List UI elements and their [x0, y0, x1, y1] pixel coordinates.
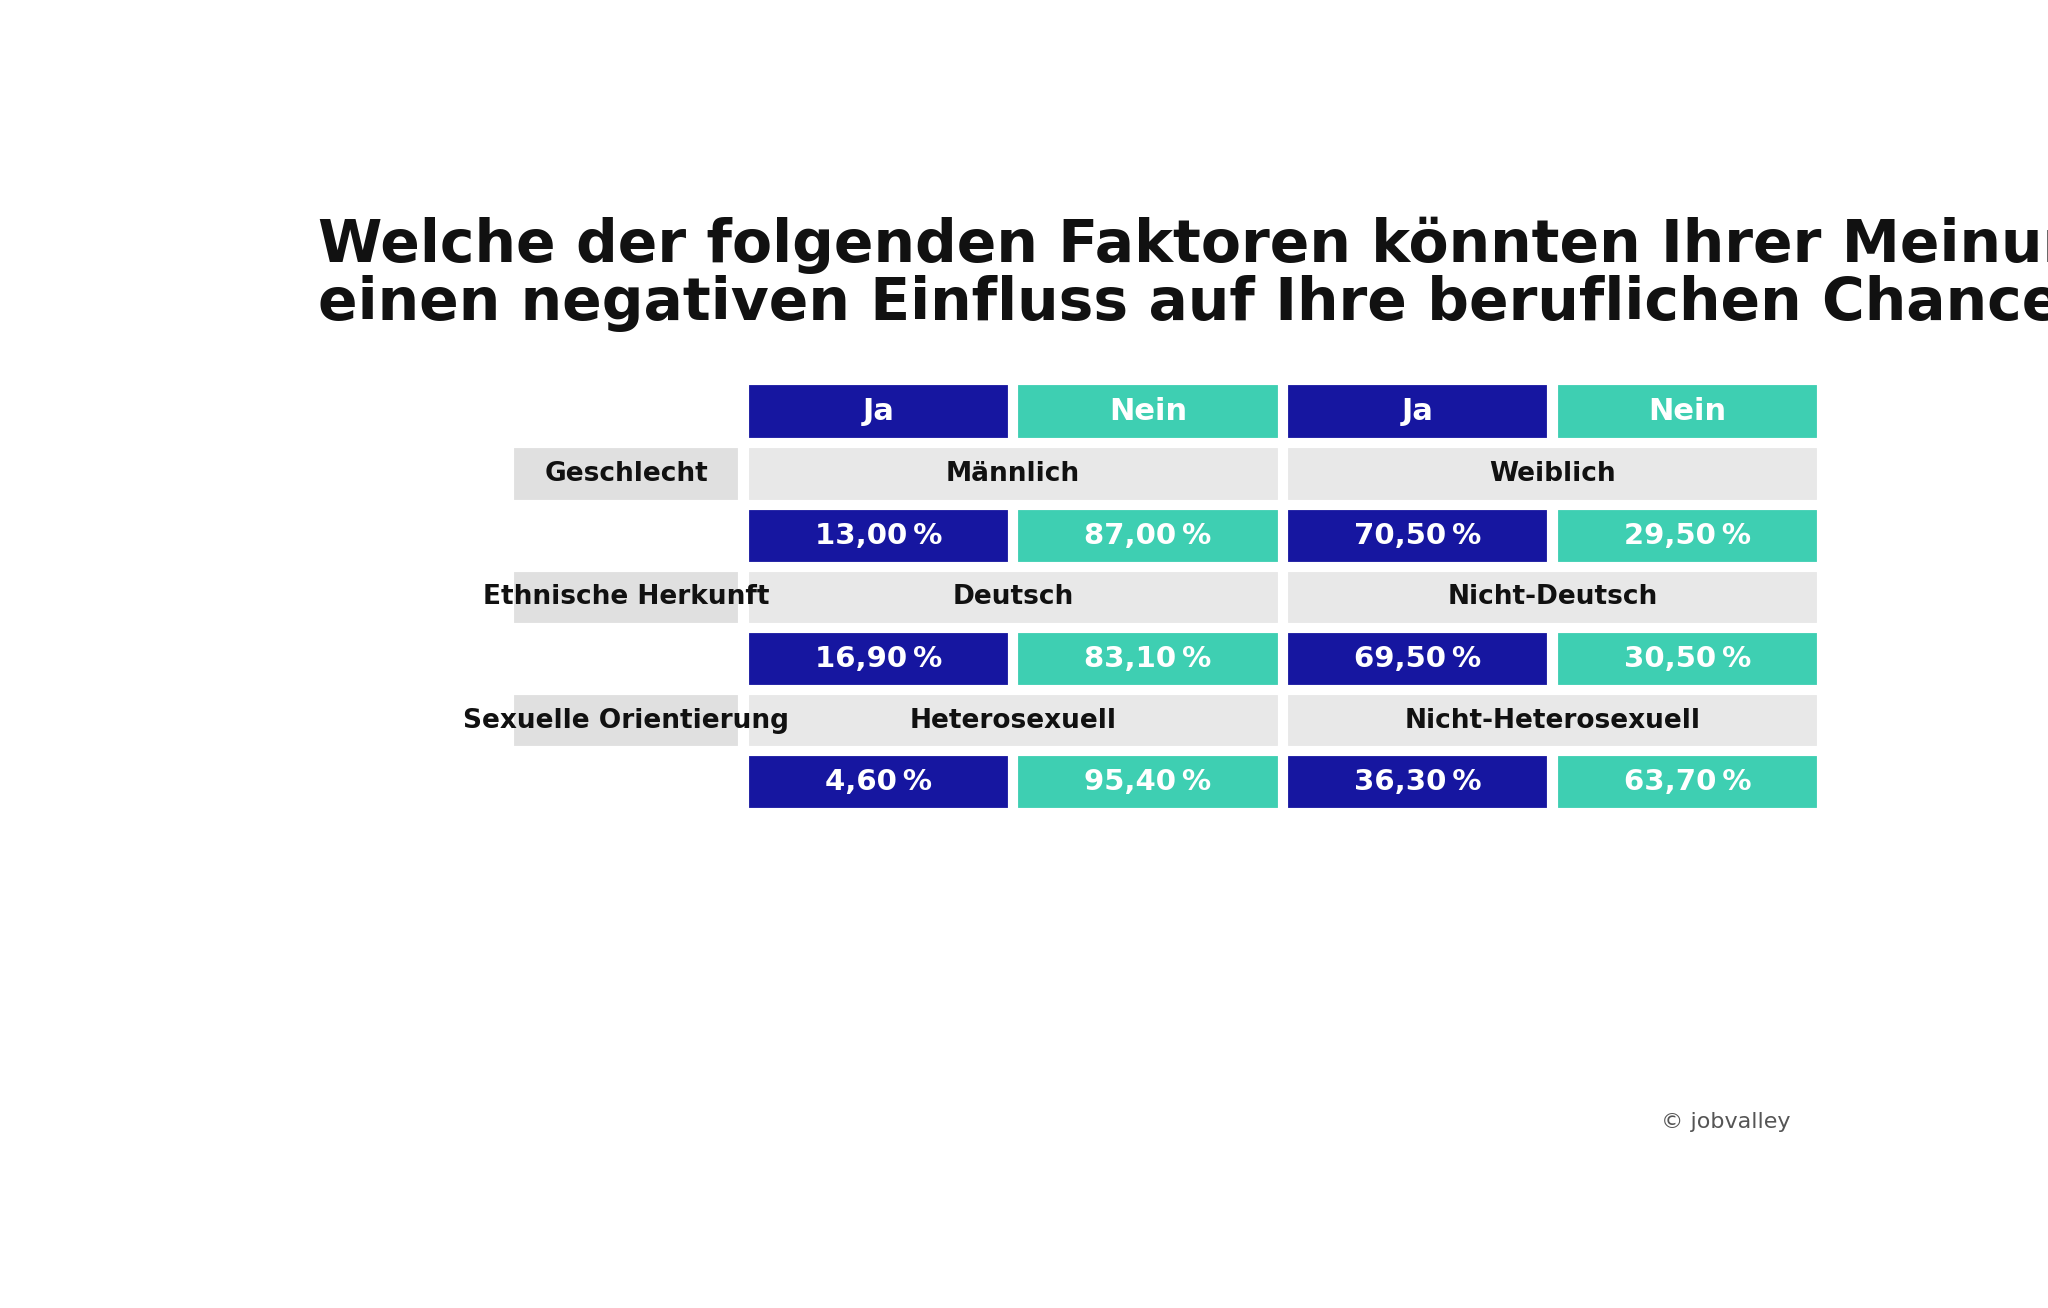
Text: Nicht-Heterosexuell: Nicht-Heterosexuell: [1405, 708, 1700, 734]
FancyBboxPatch shape: [1016, 508, 1280, 564]
FancyBboxPatch shape: [1286, 508, 1550, 564]
FancyBboxPatch shape: [1286, 446, 1819, 502]
FancyBboxPatch shape: [748, 755, 1010, 810]
Text: Ja: Ja: [862, 396, 895, 426]
FancyBboxPatch shape: [748, 508, 1010, 564]
Text: Heterosexuell: Heterosexuell: [909, 708, 1116, 734]
Text: © jobvalley: © jobvalley: [1661, 1112, 1790, 1131]
Text: 29,50 %: 29,50 %: [1624, 522, 1751, 549]
FancyBboxPatch shape: [1556, 508, 1819, 564]
FancyBboxPatch shape: [1556, 755, 1819, 810]
FancyBboxPatch shape: [1286, 382, 1550, 441]
Text: Ja: Ja: [1401, 396, 1434, 426]
Text: 13,00 %: 13,00 %: [815, 522, 942, 549]
Text: 4,60 %: 4,60 %: [825, 768, 932, 797]
FancyBboxPatch shape: [748, 446, 1280, 502]
Text: 69,50 %: 69,50 %: [1354, 645, 1481, 674]
FancyBboxPatch shape: [1556, 632, 1819, 687]
FancyBboxPatch shape: [1286, 570, 1819, 625]
Text: Sexuelle Orientierung: Sexuelle Orientierung: [463, 708, 788, 734]
FancyBboxPatch shape: [748, 382, 1010, 441]
FancyBboxPatch shape: [1016, 382, 1280, 441]
FancyBboxPatch shape: [512, 693, 741, 748]
FancyBboxPatch shape: [748, 693, 1280, 748]
FancyBboxPatch shape: [512, 570, 741, 625]
Text: Geschlecht: Geschlecht: [545, 462, 709, 487]
Text: Nein: Nein: [1649, 396, 1726, 426]
FancyBboxPatch shape: [1016, 755, 1280, 810]
Text: 36,30 %: 36,30 %: [1354, 768, 1481, 797]
FancyBboxPatch shape: [1016, 632, 1280, 687]
Text: Deutsch: Deutsch: [952, 585, 1073, 611]
Text: 16,90 %: 16,90 %: [815, 645, 942, 674]
FancyBboxPatch shape: [748, 570, 1280, 625]
Text: Weiblich: Weiblich: [1489, 462, 1616, 487]
Text: Welche der folgenden Faktoren könnten Ihrer Meinung nach: Welche der folgenden Faktoren könnten Ih…: [317, 217, 2048, 275]
Text: 63,70 %: 63,70 %: [1624, 768, 1751, 797]
Text: Nein: Nein: [1108, 396, 1188, 426]
Text: Nicht-Deutsch: Nicht-Deutsch: [1448, 585, 1657, 611]
Text: Männlich: Männlich: [946, 462, 1079, 487]
FancyBboxPatch shape: [512, 446, 741, 502]
FancyBboxPatch shape: [1556, 382, 1819, 441]
Text: 83,10 %: 83,10 %: [1083, 645, 1212, 674]
Text: 95,40 %: 95,40 %: [1085, 768, 1212, 797]
Text: Ethnische Herkunft: Ethnische Herkunft: [483, 585, 770, 611]
FancyBboxPatch shape: [1286, 693, 1819, 748]
Text: einen negativen Einfluss auf Ihre beruflichen Chancen haben?: einen negativen Einfluss auf Ihre berufl…: [317, 275, 2048, 332]
FancyBboxPatch shape: [1286, 632, 1550, 687]
Text: 30,50 %: 30,50 %: [1624, 645, 1751, 674]
FancyBboxPatch shape: [1286, 755, 1550, 810]
Text: 87,00 %: 87,00 %: [1083, 522, 1212, 549]
FancyBboxPatch shape: [748, 632, 1010, 687]
Text: 70,50 %: 70,50 %: [1354, 522, 1481, 549]
